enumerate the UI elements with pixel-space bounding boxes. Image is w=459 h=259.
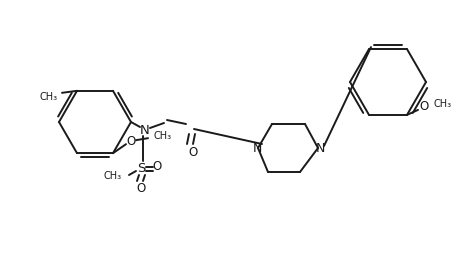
Text: O: O bbox=[136, 182, 146, 195]
Text: S: S bbox=[136, 162, 145, 175]
Text: O: O bbox=[188, 146, 197, 159]
Text: CH₃: CH₃ bbox=[154, 131, 172, 141]
Text: CH₃: CH₃ bbox=[104, 171, 122, 181]
Text: O: O bbox=[126, 135, 135, 148]
Text: CH₃: CH₃ bbox=[40, 92, 58, 102]
Text: N: N bbox=[140, 124, 150, 136]
Text: O: O bbox=[152, 160, 161, 172]
Text: CH₃: CH₃ bbox=[433, 99, 451, 109]
Text: N: N bbox=[314, 142, 324, 155]
Text: N: N bbox=[252, 142, 261, 155]
Text: O: O bbox=[419, 100, 428, 113]
